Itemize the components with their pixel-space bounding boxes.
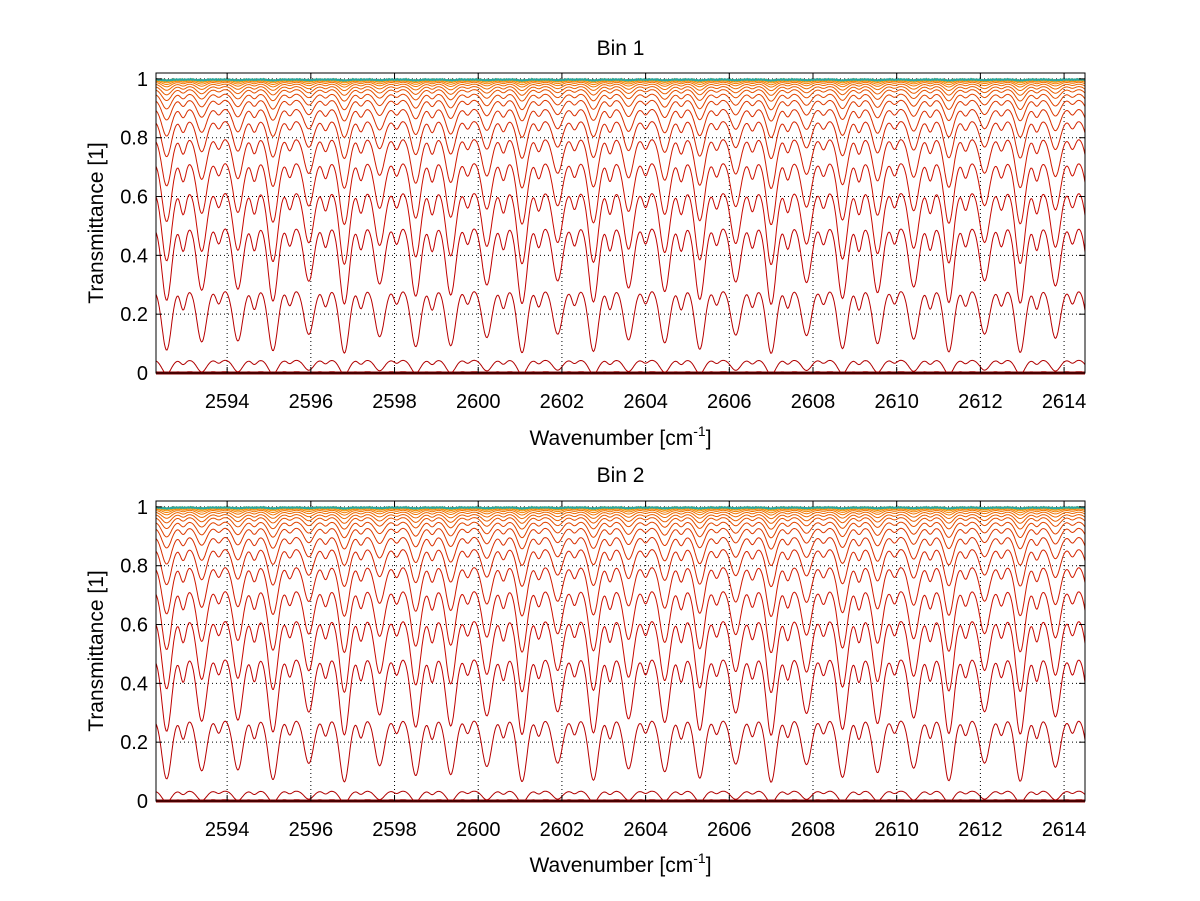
series-line (155, 505, 1086, 510)
x-axis-label-sup: -1 (693, 850, 706, 866)
chart-title: Bin 1 (597, 37, 645, 60)
series-line (155, 509, 1086, 516)
y-tick-label: 0 (137, 363, 148, 385)
x-tick-label: 2602 (540, 391, 585, 413)
x-axis-label-main: Wavenumber [cm (529, 427, 693, 450)
x-tick-label: 2600 (456, 391, 501, 413)
x-axis-label-suffix: ] (706, 854, 712, 877)
x-axis-label-sup: -1 (693, 423, 706, 439)
series-line (155, 517, 1086, 530)
series-line (155, 81, 1086, 88)
series-group (155, 77, 1086, 375)
x-tick-label: 2614 (1042, 819, 1087, 841)
x-axis-label: Wavenumber [cm-1] (529, 850, 711, 877)
y-tick-label: 0.6 (120, 187, 148, 209)
series-line (155, 139, 1086, 190)
y-tick-label: 0.4 (120, 245, 148, 267)
series-line (155, 93, 1086, 111)
series-line (155, 536, 1086, 567)
series-line (155, 108, 1086, 139)
series-line (155, 291, 1086, 354)
x-tick-label: 2612 (958, 391, 1003, 413)
y-axis-label: Transmittance [1] (85, 142, 108, 303)
series-line (155, 163, 1086, 226)
x-tick-label: 2594 (205, 391, 250, 413)
x-tick-label: 2608 (791, 819, 836, 841)
series-line (155, 659, 1086, 736)
x-tick-label: 2604 (623, 391, 668, 413)
y-tick-label: 0.4 (120, 673, 148, 695)
x-axis-label: Wavenumber [cm-1] (529, 423, 711, 450)
x-tick-label: 2604 (623, 819, 668, 841)
series-line (155, 89, 1086, 102)
x-tick-label: 2598 (372, 819, 417, 841)
series-line (155, 508, 1086, 514)
x-tick-label: 2600 (456, 819, 501, 841)
chart-title: Bin 2 (597, 464, 645, 487)
series-line (155, 80, 1086, 86)
plot-area (156, 501, 1085, 801)
plot-area (156, 73, 1085, 373)
series-line (155, 567, 1086, 618)
x-axis-label-main: Wavenumber [cm (529, 854, 693, 877)
x-tick-label: 2606 (707, 819, 752, 841)
x-tick-label: 2596 (289, 391, 334, 413)
series-line (155, 549, 1086, 588)
x-tick-label: 2610 (874, 391, 919, 413)
series-line (155, 620, 1086, 694)
series-line (155, 192, 1086, 266)
series-line (155, 228, 1086, 305)
chart-bin-2: 2594 2596 2598 2600 2602 2604 2606 2608 2610 2612… (85, 464, 1086, 877)
y-tick-label: 0.8 (120, 128, 148, 150)
y-tick-label: 0.2 (120, 732, 148, 754)
y-tick-label: 1 (137, 69, 148, 91)
axes-box (155, 500, 1086, 802)
series-line (155, 591, 1086, 654)
series-line (155, 521, 1086, 539)
y-tick-label: 0.2 (120, 304, 148, 326)
y-tick-label: 0.8 (120, 556, 148, 578)
x-tick-label: 2596 (289, 819, 334, 841)
series-line (155, 527, 1086, 550)
y-tick-label: 1 (137, 497, 148, 519)
y-tick-label: 0 (137, 791, 148, 813)
series-line (155, 511, 1086, 520)
axes-box (155, 72, 1086, 374)
series-line (155, 77, 1086, 82)
series-line (155, 83, 1086, 92)
series-line (155, 121, 1086, 160)
x-tick-label: 2610 (874, 819, 919, 841)
series-line (155, 514, 1086, 524)
x-tick-label: 2614 (1042, 391, 1087, 413)
x-tick-label: 2606 (707, 391, 752, 413)
x-tick-label: 2608 (791, 391, 836, 413)
series-line (155, 99, 1086, 122)
x-tick-label: 2612 (958, 819, 1003, 841)
x-axis-label-suffix: ] (706, 427, 712, 450)
y-axis-label: Transmittance [1] (85, 570, 108, 731)
y-tick-label: 0.6 (120, 615, 148, 637)
x-tick-label: 2598 (372, 391, 417, 413)
chart-bin-1: 2594 2596 2598 2600 2602 2604 2606 2608 2610 2612… (85, 37, 1086, 450)
series-line (155, 720, 1086, 783)
x-tick-label: 2602 (540, 819, 585, 841)
series-line (155, 86, 1086, 96)
x-tick-label: 2594 (205, 819, 250, 841)
